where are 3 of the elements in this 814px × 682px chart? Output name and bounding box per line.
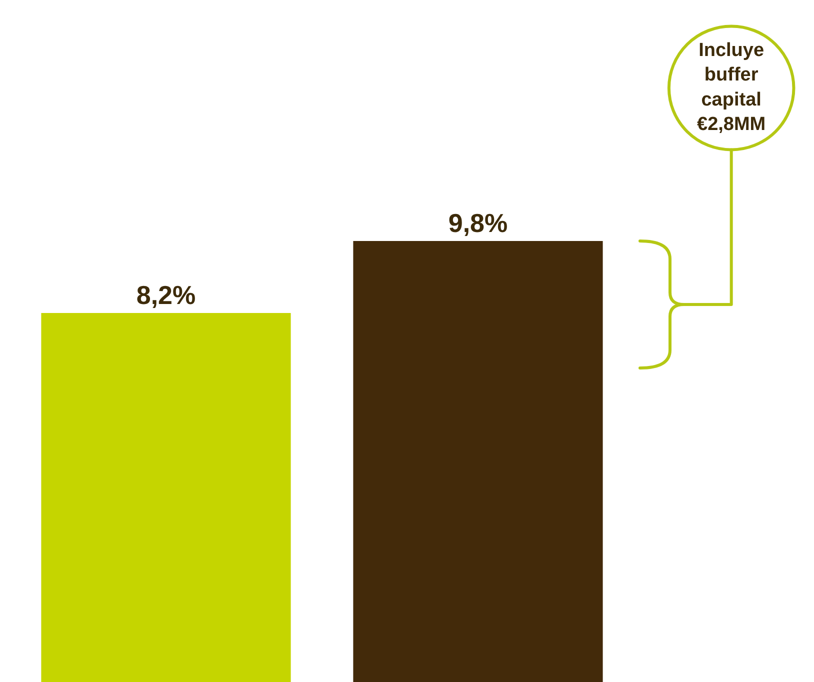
text: Incluye buffer capital €2,8MM — [697, 40, 766, 136]
data-label: 9,8% — [448, 208, 508, 238]
data-label: 8,2% — [136, 280, 196, 310]
